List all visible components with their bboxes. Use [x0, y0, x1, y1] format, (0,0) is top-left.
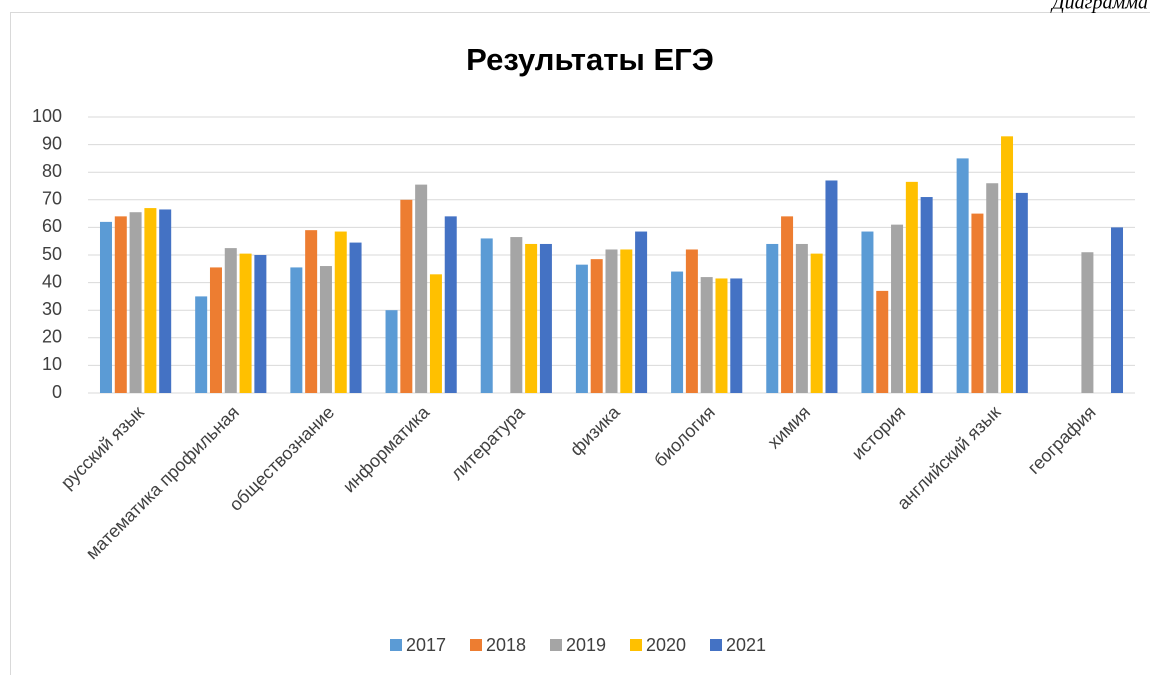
- y-tick-label: 30: [42, 299, 62, 319]
- bar: [876, 290, 889, 393]
- bar: [795, 243, 808, 393]
- y-tick-label: 90: [42, 133, 62, 153]
- bar: [971, 213, 984, 393]
- bar: [905, 181, 918, 393]
- y-tick-label: 40: [42, 271, 62, 291]
- bar: [254, 255, 267, 393]
- bar: [480, 238, 493, 393]
- bar: [224, 248, 237, 393]
- bar: [1081, 252, 1094, 393]
- legend-label: 2021: [726, 635, 766, 655]
- bar: [730, 278, 743, 393]
- bar: [349, 242, 362, 393]
- bar: [605, 249, 618, 393]
- bar: [114, 216, 127, 393]
- y-tick-label: 50: [42, 244, 62, 264]
- legend-swatch: [710, 639, 722, 651]
- legend-label: 2018: [486, 635, 526, 655]
- bar: [159, 209, 172, 393]
- bar: [429, 274, 442, 393]
- bar: [1001, 136, 1014, 393]
- bar: [1015, 192, 1028, 393]
- bar: [385, 310, 398, 393]
- legend-label: 2017: [406, 635, 446, 655]
- legend-swatch: [630, 639, 642, 651]
- bar: [810, 253, 823, 393]
- bar: [1111, 227, 1124, 393]
- bar: [825, 180, 838, 393]
- bar: [99, 221, 112, 393]
- bar: [319, 266, 332, 393]
- bar: [195, 296, 208, 393]
- legend-swatch: [550, 639, 562, 651]
- bar: [334, 231, 347, 393]
- legend-swatch: [470, 639, 482, 651]
- legend-label: 2020: [646, 635, 686, 655]
- bar: [510, 237, 523, 393]
- bar: [129, 212, 142, 393]
- bar: [700, 277, 713, 393]
- bar: [620, 249, 633, 393]
- y-tick-label: 100: [32, 106, 62, 126]
- bar: [861, 231, 874, 393]
- legend-label: 2019: [566, 635, 606, 655]
- bar: [986, 183, 999, 393]
- bar: [891, 224, 904, 393]
- bar: [239, 253, 252, 393]
- bar: [956, 158, 969, 393]
- bar: [144, 208, 157, 393]
- bar: [920, 197, 933, 393]
- bar: [400, 199, 413, 393]
- y-tick-label: 10: [42, 354, 62, 374]
- legend-swatch: [390, 639, 402, 651]
- caption: Диаграмма: [1050, 0, 1148, 14]
- chart-title: Результаты ЕГЭ: [466, 42, 714, 77]
- bar: [766, 243, 779, 393]
- y-tick-label: 0: [52, 382, 62, 402]
- y-tick-label: 70: [42, 189, 62, 209]
- y-tick-label: 80: [42, 161, 62, 181]
- bar: [444, 216, 457, 393]
- bar: [415, 184, 428, 393]
- bar: [209, 267, 222, 393]
- bar: [539, 243, 552, 393]
- bar: [305, 230, 318, 393]
- bar: [575, 264, 588, 393]
- bar: [525, 243, 538, 393]
- bar: [685, 249, 698, 393]
- bar: [671, 271, 684, 393]
- bar: [781, 216, 794, 393]
- bar: [590, 259, 603, 393]
- y-tick-label: 60: [42, 216, 62, 236]
- bar: [290, 267, 303, 393]
- bar: [635, 231, 648, 393]
- y-tick-label: 20: [42, 327, 62, 347]
- bar: [715, 278, 728, 393]
